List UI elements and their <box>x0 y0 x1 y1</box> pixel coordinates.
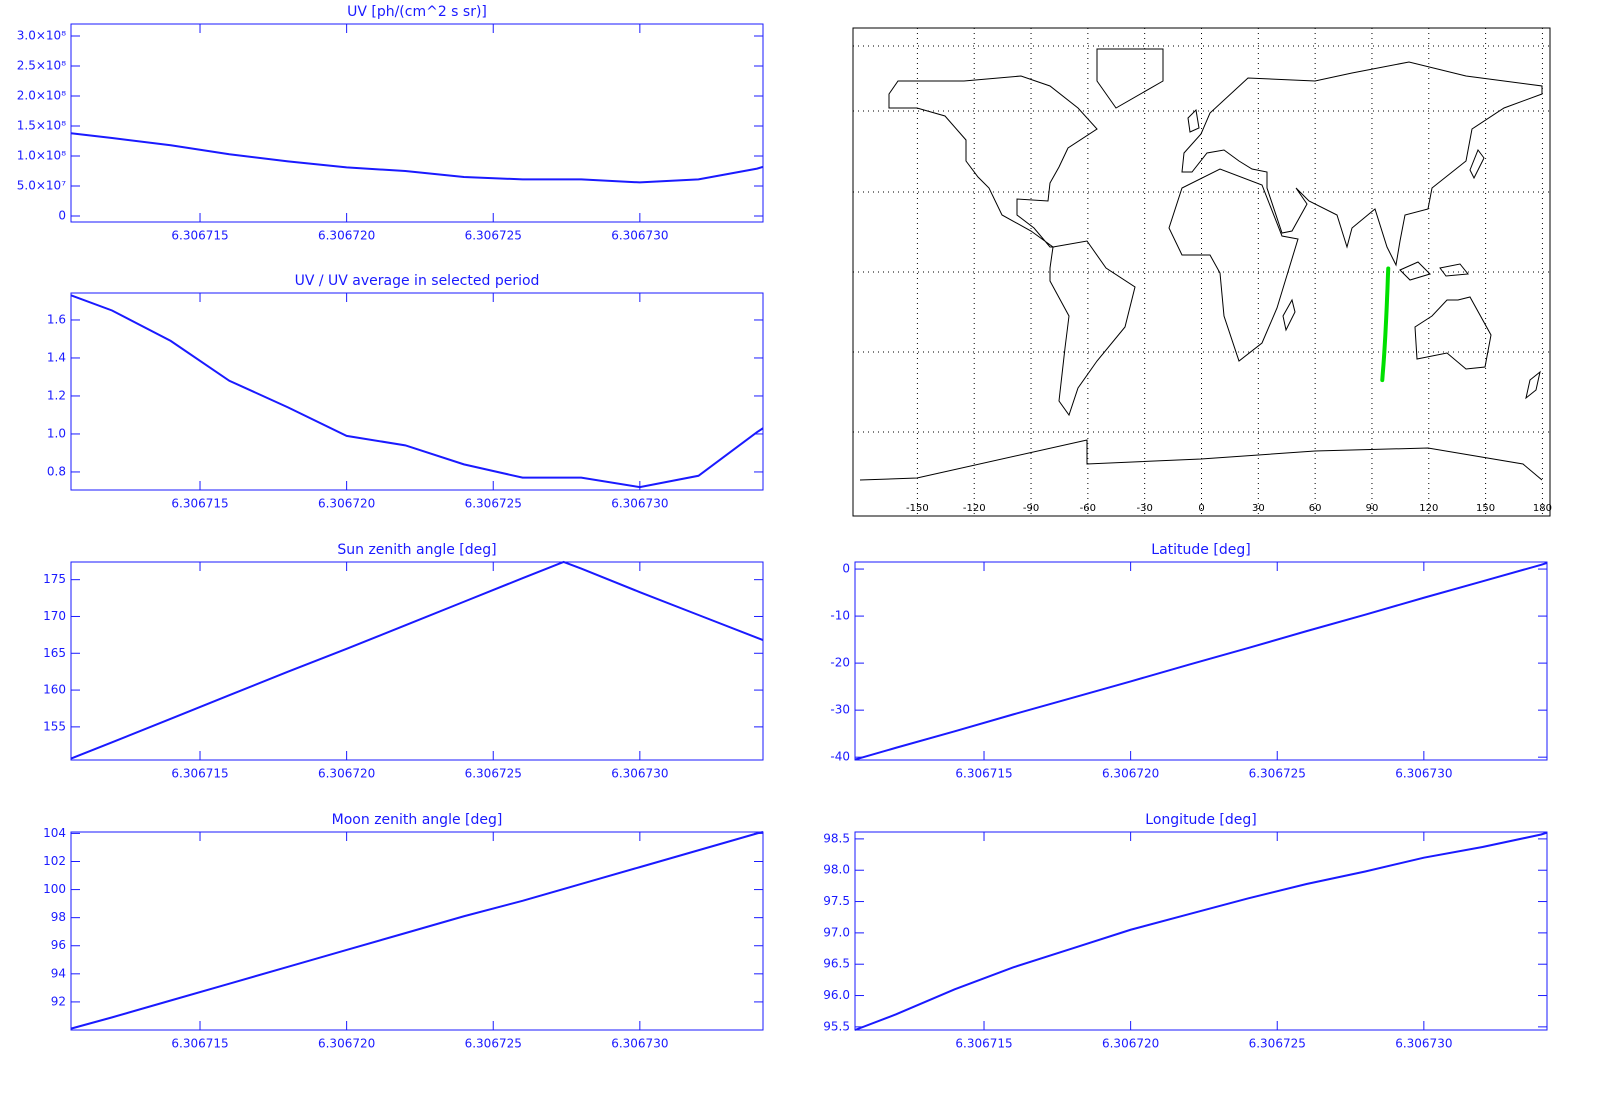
map-lon-label: 90 <box>1366 503 1379 514</box>
y-tick-label: 5.0×10⁷ <box>17 179 66 193</box>
data-line <box>70 560 764 760</box>
x-tick-label: 6.306715 <box>171 1037 228 1051</box>
y-tick-label: -20 <box>830 656 850 670</box>
y-tick-label: 1.5×10⁸ <box>17 119 66 133</box>
y-tick-label: 102 <box>43 854 66 868</box>
map-lon-label: 150 <box>1476 503 1495 514</box>
plot-frame <box>70 831 764 1031</box>
map-lon-label: 60 <box>1309 503 1322 514</box>
y-tick-label: 1.0×10⁸ <box>17 149 66 163</box>
chart-title: Latitude [deg] <box>1151 542 1250 558</box>
y-tick-label: 0 <box>842 562 850 576</box>
y-tick-label: 92 <box>51 994 66 1008</box>
x-tick-label: 6.306720 <box>1102 1037 1159 1051</box>
x-tick-label: 6.306730 <box>611 1037 668 1051</box>
x-tick-label: 6.306730 <box>1395 767 1452 781</box>
y-tick-label: 1.6 <box>47 312 66 326</box>
x-tick-label: 6.306725 <box>465 497 522 511</box>
y-tick-label: 170 <box>43 609 66 623</box>
map-lon-label: -120 <box>963 503 986 514</box>
x-tick-label: 6.306715 <box>171 767 228 781</box>
x-tick-label: 6.306720 <box>1102 767 1159 781</box>
y-tick-label: 98 <box>51 910 66 924</box>
y-tick-label: 175 <box>43 572 66 586</box>
y-tick-label: 155 <box>43 719 66 733</box>
map-lon-label: -90 <box>1023 503 1039 514</box>
x-tick-label: 6.306715 <box>171 497 228 511</box>
map-lon-label: -150 <box>906 503 929 514</box>
y-tick-label: 96.5 <box>823 957 850 971</box>
data-line <box>854 831 1548 1031</box>
x-tick-label: 6.306725 <box>465 1037 522 1051</box>
y-tick-label: 95.5 <box>823 1019 850 1033</box>
y-tick-label: 94 <box>51 966 66 980</box>
y-tick-label: 98.5 <box>823 831 850 845</box>
y-tick-label: -30 <box>830 703 850 717</box>
x-tick-label: 6.306730 <box>611 767 668 781</box>
plot-frame <box>854 561 1548 761</box>
map-lon-label: 30 <box>1252 503 1265 514</box>
chart-title: UV / UV average in selected period <box>295 273 540 289</box>
y-tick-label: 160 <box>43 683 66 697</box>
y-tick-label: 165 <box>43 646 66 660</box>
x-tick-label: 6.306725 <box>465 767 522 781</box>
x-tick-label: 6.306725 <box>1249 1037 1306 1051</box>
x-tick-label: 6.306730 <box>611 497 668 511</box>
x-tick-label: 6.306730 <box>1395 1037 1452 1051</box>
y-tick-label: 2.5×10⁸ <box>17 59 66 73</box>
map-lon-label: 180 <box>1533 503 1552 514</box>
x-tick-label: 6.306720 <box>318 229 375 243</box>
y-tick-label: 96 <box>51 938 66 952</box>
plot-frame <box>70 292 764 491</box>
plot-frame <box>854 831 1548 1031</box>
chart-title: Sun zenith angle [deg] <box>337 542 496 558</box>
plot-frame <box>70 561 764 761</box>
x-tick-label: 6.306720 <box>318 767 375 781</box>
y-tick-label: 100 <box>43 882 66 896</box>
chart-title: Longitude [deg] <box>1145 812 1256 828</box>
data-line <box>70 831 764 1030</box>
plot-frame <box>70 23 764 223</box>
map-lat-grid <box>853 45 1550 433</box>
y-tick-label: 97.5 <box>823 894 850 908</box>
y-tick-label: 96.0 <box>823 988 850 1002</box>
y-tick-label: 1.0 <box>47 426 66 440</box>
y-tick-label: 2.0×10⁸ <box>17 89 66 103</box>
data-line <box>70 132 764 184</box>
x-tick-label: 6.306715 <box>955 1037 1012 1051</box>
y-tick-label: 1.2 <box>47 388 66 402</box>
x-tick-label: 6.306725 <box>465 229 522 243</box>
y-tick-label: 97.0 <box>823 925 850 939</box>
x-tick-label: 6.306720 <box>318 497 375 511</box>
coastlines <box>859 48 1543 481</box>
map-lon-label: -30 <box>1137 503 1153 514</box>
y-tick-label: 0.8 <box>47 464 66 478</box>
y-tick-label: 0 <box>58 209 66 223</box>
chart-title: Moon zenith angle [deg] <box>332 812 503 828</box>
y-tick-label: 98.0 <box>823 863 850 877</box>
map-lon-label: 0 <box>1198 503 1204 514</box>
y-tick-label: -40 <box>830 750 850 764</box>
y-tick-label: 3.0×10⁸ <box>17 29 66 43</box>
chart-title: UV [ph/(cm^2 s sr)] <box>347 4 487 20</box>
y-tick-label: 1.4 <box>47 350 66 364</box>
y-tick-label: 104 <box>43 826 66 840</box>
x-tick-label: 6.306730 <box>611 229 668 243</box>
y-tick-label: -10 <box>830 609 850 623</box>
x-tick-label: 6.306725 <box>1249 767 1306 781</box>
map-lon-label: -60 <box>1080 503 1096 514</box>
x-tick-label: 6.306715 <box>955 767 1012 781</box>
x-tick-label: 6.306715 <box>171 229 228 243</box>
ground-track <box>1380 266 1391 383</box>
x-tick-label: 6.306720 <box>318 1037 375 1051</box>
data-line <box>854 561 1548 761</box>
data-line <box>70 294 764 489</box>
map-lon-label: 120 <box>1419 503 1438 514</box>
